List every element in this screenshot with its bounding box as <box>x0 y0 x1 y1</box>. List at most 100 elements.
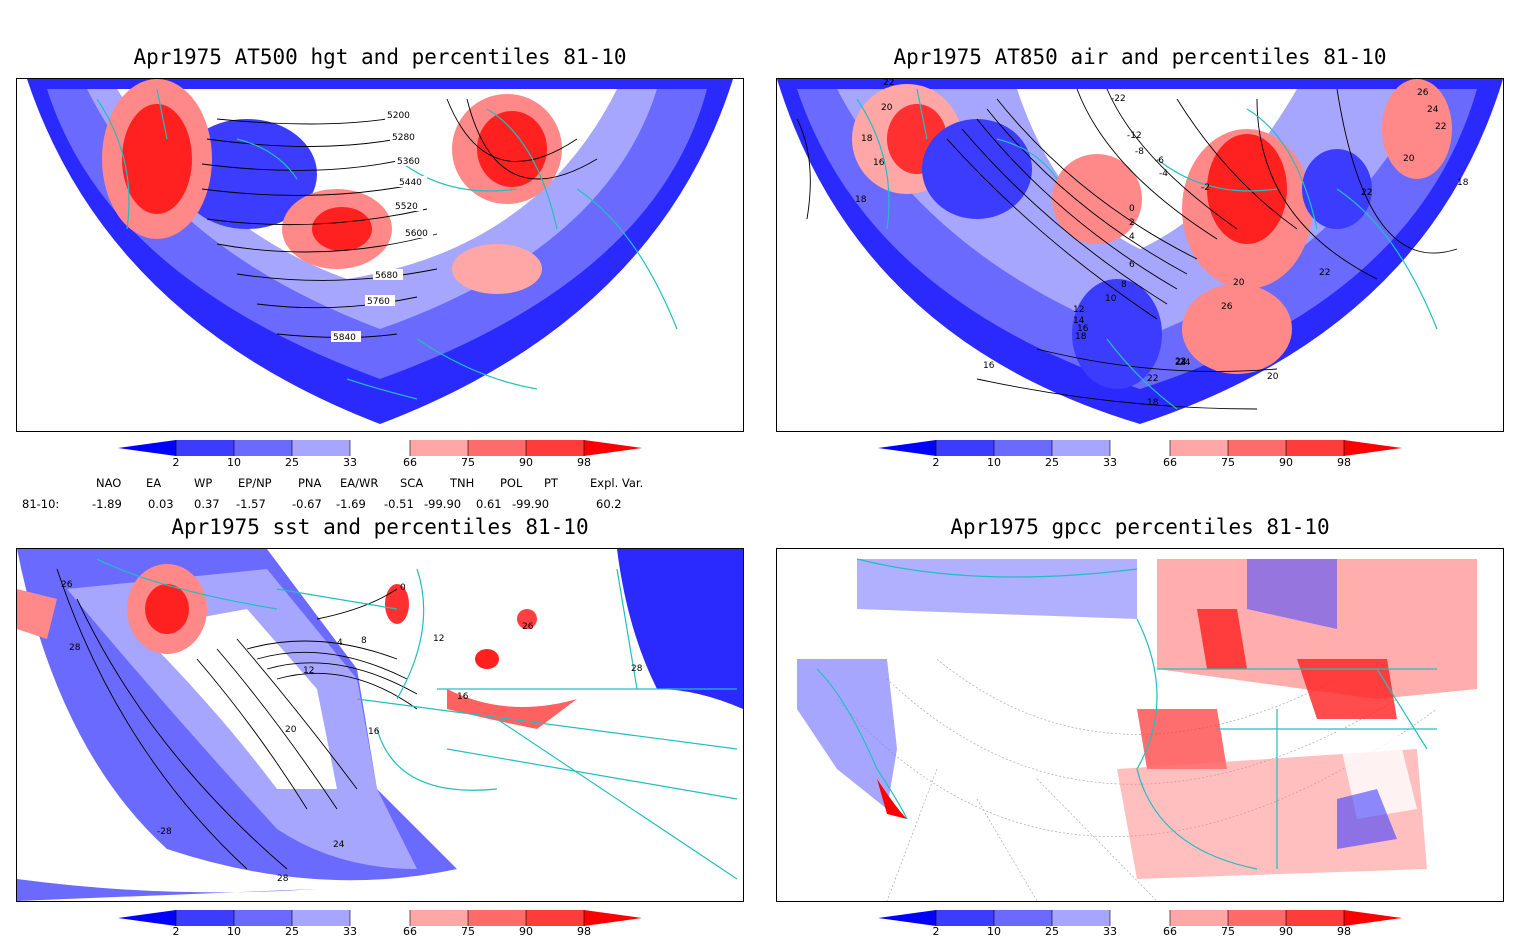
contour-label: 20 <box>1233 278 1245 288</box>
colorbar-label: 66 <box>403 456 417 469</box>
colorbar-bottom-right: 2 10 25 33 66 75 90 98 <box>878 910 1402 940</box>
colorbar-swatches <box>878 910 1402 926</box>
contour-label: 20 <box>881 103 893 113</box>
colorbar-label: 98 <box>577 456 591 469</box>
colorbar-top-left: 2 10 25 33 66 75 90 98 <box>118 440 642 472</box>
tele-value-epnp: -1.57 <box>236 497 266 511</box>
contour-label: 5440 <box>399 178 422 188</box>
panel-title-sst: Apr1975 sst and percentiles 81-10 <box>171 515 589 539</box>
colorbar-label: 25 <box>1045 456 1059 469</box>
contour-label: 26 <box>61 580 73 590</box>
contour-label: 20 <box>285 725 297 735</box>
tele-header-sca: SCA <box>400 476 424 490</box>
colorbar-label: 66 <box>1163 925 1177 938</box>
contour-label: 10 <box>1105 294 1117 304</box>
contour-label: 24 <box>1179 358 1191 368</box>
contour-label: 16 <box>873 158 885 168</box>
contour-label: 18 <box>855 195 867 205</box>
contour-label: 26 <box>522 622 534 632</box>
contour-label: -4 <box>1159 169 1168 179</box>
contour-label: 2 <box>1129 218 1135 228</box>
contour-label: 24 <box>1427 105 1439 115</box>
colorbar-label: 90 <box>1279 925 1293 938</box>
contour-label: 8 <box>1121 280 1127 290</box>
contour-label: 5520 <box>395 202 418 212</box>
contour-label: 0 <box>1129 204 1135 214</box>
colorbar-label: 75 <box>461 925 475 938</box>
contour-label: 28 <box>69 643 81 653</box>
tele-header-pol: POL <box>500 476 523 490</box>
colorbar-label: 10 <box>227 925 241 938</box>
contour-label: 20 <box>1403 154 1415 164</box>
colorbar-label: 33 <box>343 456 357 469</box>
tele-header-explvar: Expl. Var. <box>590 476 644 490</box>
tele-header-tnh: TNH <box>450 476 475 490</box>
colorbar-label: 90 <box>519 925 533 938</box>
contour-label: 22 <box>1361 188 1372 198</box>
tele-value-wp: 0.37 <box>194 497 220 511</box>
contour-label: 16 <box>457 692 469 702</box>
colorbar-label: 2 <box>932 456 940 469</box>
panel-title-gpcc: Apr1975 gpcc percentiles 81-10 <box>950 515 1330 539</box>
contour-label: 16 <box>368 727 380 737</box>
contour-label: 14 <box>1073 316 1085 326</box>
colorbar-swatches <box>118 440 642 456</box>
contour-label: 18 <box>861 134 873 144</box>
map-panel-gpcc <box>776 548 1504 902</box>
contour-label: 12 <box>1073 305 1084 315</box>
colorbar-label: 33 <box>1103 925 1117 938</box>
contour-label: 22 <box>1175 357 1186 367</box>
colorbar-swatches <box>118 910 642 926</box>
contour-labels: 26 28 0 4 8 12 20 16 24 28 28 -28 16 12 … <box>61 580 643 884</box>
contour-label: -2 <box>1201 183 1210 193</box>
contour-label: 12 <box>303 666 314 676</box>
colorbar-label: 10 <box>987 925 1001 938</box>
tele-value-explvar: 60.2 <box>596 497 622 511</box>
panel-title-hgt500: Apr1975 AT500 hgt and percentiles 81-10 <box>133 45 627 69</box>
colorbar-label: 33 <box>1103 456 1117 469</box>
contour-label: 22 <box>1319 268 1330 278</box>
tele-row-label: 81-10: <box>22 497 60 511</box>
colorbar-bottom-left: 2 10 25 33 66 75 90 98 <box>118 910 642 940</box>
tele-header-pna: PNA <box>298 476 322 490</box>
colorbar-label: 25 <box>285 456 299 469</box>
tele-value-tnh: -99.90 <box>424 497 462 511</box>
colorbar-label: 33 <box>343 925 357 938</box>
tele-value-pt: -99.90 <box>512 497 550 511</box>
contour-label: 20 <box>1267 372 1279 382</box>
tele-value-ea: 0.03 <box>148 497 174 511</box>
contour-label: 12 <box>433 634 444 644</box>
contour-label: 22 <box>883 79 894 88</box>
colorbar-label: 66 <box>1163 456 1177 469</box>
colorbar-label: 66 <box>403 925 417 938</box>
colorbar-label: 10 <box>987 456 1001 469</box>
contour-label: 24 <box>333 840 345 850</box>
contour-label: 6 <box>1129 260 1135 270</box>
tele-value-sca: -0.51 <box>384 497 414 511</box>
contour-label: 26 <box>1417 88 1429 98</box>
contour-label: -28 <box>157 827 172 837</box>
colorbar-label: 90 <box>1279 456 1293 469</box>
colorbar-label: 98 <box>1337 925 1351 938</box>
contour-label: 18 <box>1147 398 1159 408</box>
colorbar-label: 2 <box>172 925 180 938</box>
panel-title-air850: Apr1975 AT850 air and percentiles 81-10 <box>893 45 1387 69</box>
tele-header-wp: WP <box>194 476 213 490</box>
colorbar-label: 90 <box>519 456 533 469</box>
tele-header-ea: EA <box>146 476 162 490</box>
colorbar-label: 25 <box>1045 925 1059 938</box>
contour-label: 26 <box>1221 302 1233 312</box>
colorbar-label: 10 <box>227 456 241 469</box>
tele-header-pt: PT <box>544 476 558 490</box>
colorbar-label: 98 <box>1337 456 1351 469</box>
map-panel-sst: 26 28 0 4 8 12 20 16 24 28 28 -28 16 12 … <box>16 548 744 902</box>
colorbar-top-right: 2 10 25 33 66 75 90 98 <box>878 440 1402 472</box>
contour-label: 5760 <box>367 297 390 307</box>
tele-value-pol: 0.61 <box>476 497 502 511</box>
contour-label: 5600 <box>405 229 428 239</box>
tele-header-epnp: EP/NP <box>238 476 272 490</box>
contour-label: 5360 <box>397 157 420 167</box>
contour-label: -12 <box>1127 131 1142 141</box>
tele-value-nao: -1.89 <box>92 497 122 511</box>
contour-label: 5680 <box>375 271 398 281</box>
